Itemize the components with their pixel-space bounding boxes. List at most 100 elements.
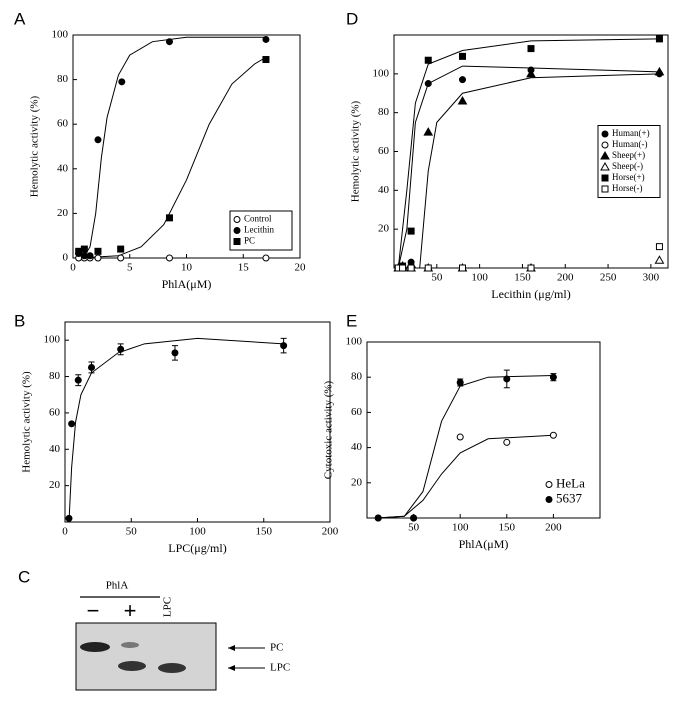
legend-label: Sheep(-) (612, 161, 643, 171)
x-tick-label: 50 (408, 522, 420, 534)
data-point (407, 264, 415, 272)
group-label: PhlA (106, 580, 129, 592)
data-point (503, 438, 511, 446)
data-point (503, 375, 511, 383)
data-point (74, 376, 82, 384)
y-tick-label: 80 (378, 106, 390, 118)
y-tick-label: 20 (351, 476, 363, 488)
data-point (527, 45, 535, 53)
data-point (459, 76, 466, 84)
panel-label: B (14, 311, 25, 330)
legend-marker (600, 161, 610, 171)
legend-marker (545, 496, 553, 503)
x-tick-label: 100 (471, 272, 488, 284)
legend-marker (600, 150, 610, 160)
data-point (399, 264, 407, 272)
data-point (527, 264, 535, 272)
band (118, 661, 146, 671)
y-tick-label: 80 (49, 370, 61, 382)
y-tick-label: 60 (57, 118, 69, 130)
legend-marker (233, 238, 241, 245)
data-point (457, 96, 468, 105)
y-tick-label: 40 (57, 162, 69, 174)
x-tick-label: 5 (127, 262, 133, 274)
legend-label: 5637 (556, 490, 583, 505)
data-point (262, 56, 270, 64)
legend-marker (545, 481, 553, 488)
fit-curve (78, 36, 266, 259)
plot-frame (64, 321, 331, 523)
x-tick-label: 0 (70, 262, 76, 274)
panel-label: E (346, 311, 357, 330)
data-point (280, 342, 288, 350)
data-point (88, 363, 95, 371)
x-tick-label: 300 (643, 272, 660, 284)
gel-panel: C PhlA − + LPC PC LPC (18, 567, 290, 691)
x-axis-label: LPC(μg/ml) (168, 541, 226, 555)
x-axis-label: PhlA(μM) (459, 537, 509, 551)
x-axis-label: PhlA(μM) (162, 277, 212, 291)
legend-marker (233, 227, 241, 234)
data-point (456, 433, 464, 441)
data-point (424, 56, 432, 64)
data-point (86, 252, 94, 260)
lane-label: − (87, 598, 100, 623)
x-tick-label: 15 (238, 262, 250, 274)
x-tick-label: 20 (295, 262, 307, 274)
data-point (117, 345, 125, 353)
y-tick-label: 60 (378, 145, 390, 157)
data-point (117, 254, 125, 262)
legend-marker (601, 141, 609, 149)
lane-label: + (124, 598, 137, 623)
x-tick-label: 50 (126, 526, 138, 538)
data-point (410, 514, 418, 522)
chart: B 0 50 100 150 200 20 40 60 80 100 LPC(μg/ml) Hemoly… (14, 311, 339, 554)
x-tick-label: 250 (600, 272, 617, 284)
y-tick-label: 80 (351, 371, 363, 383)
lane-label: LPC (162, 597, 174, 617)
panel-label: C (18, 567, 30, 586)
x-tick-label: 150 (514, 272, 531, 284)
data-point (423, 127, 434, 136)
data-point (424, 264, 432, 272)
fit-curve (378, 434, 554, 519)
legend-label: Human(+) (612, 128, 650, 138)
band (121, 642, 139, 648)
x-axis-label: Lecithin (μg/ml) (491, 287, 570, 301)
data-point (80, 245, 88, 253)
data-point (94, 247, 102, 255)
data-point (374, 514, 382, 522)
data-point (654, 66, 665, 76)
data-point (65, 514, 73, 522)
arrow-head (228, 645, 235, 651)
band (80, 642, 110, 652)
data-point (424, 80, 432, 88)
y-tick-label: 20 (57, 207, 69, 219)
y-axis-label: Hemolytic activity (%) (21, 371, 33, 473)
legend-marker (601, 185, 609, 193)
x-tick-label: 100 (189, 526, 206, 538)
x-tick-label: 0 (62, 526, 68, 538)
fit-curve (68, 337, 284, 523)
legend-marker (233, 216, 241, 223)
y-tick-label: 60 (351, 406, 363, 418)
data-point (262, 35, 270, 43)
data-point (526, 68, 536, 78)
panel-label: A (14, 9, 26, 28)
data-point (68, 420, 76, 428)
y-axis-label: Hemolytic activity (%) (350, 100, 362, 202)
x-tick-label: 150 (256, 526, 273, 538)
y-tick-label: 100 (373, 67, 390, 79)
y-tick-label: 20 (378, 223, 390, 235)
x-tick-label: 200 (545, 522, 562, 534)
y-axis-label: Hemolytic activity (%) (29, 95, 41, 197)
y-tick-label: 40 (49, 443, 61, 455)
data-point (655, 35, 663, 43)
plot-frame (366, 341, 601, 519)
x-tick-label: 150 (499, 522, 516, 534)
legend-label: Control (244, 214, 272, 224)
y-axis-label: Cytotoxic activity (%) (323, 380, 335, 479)
